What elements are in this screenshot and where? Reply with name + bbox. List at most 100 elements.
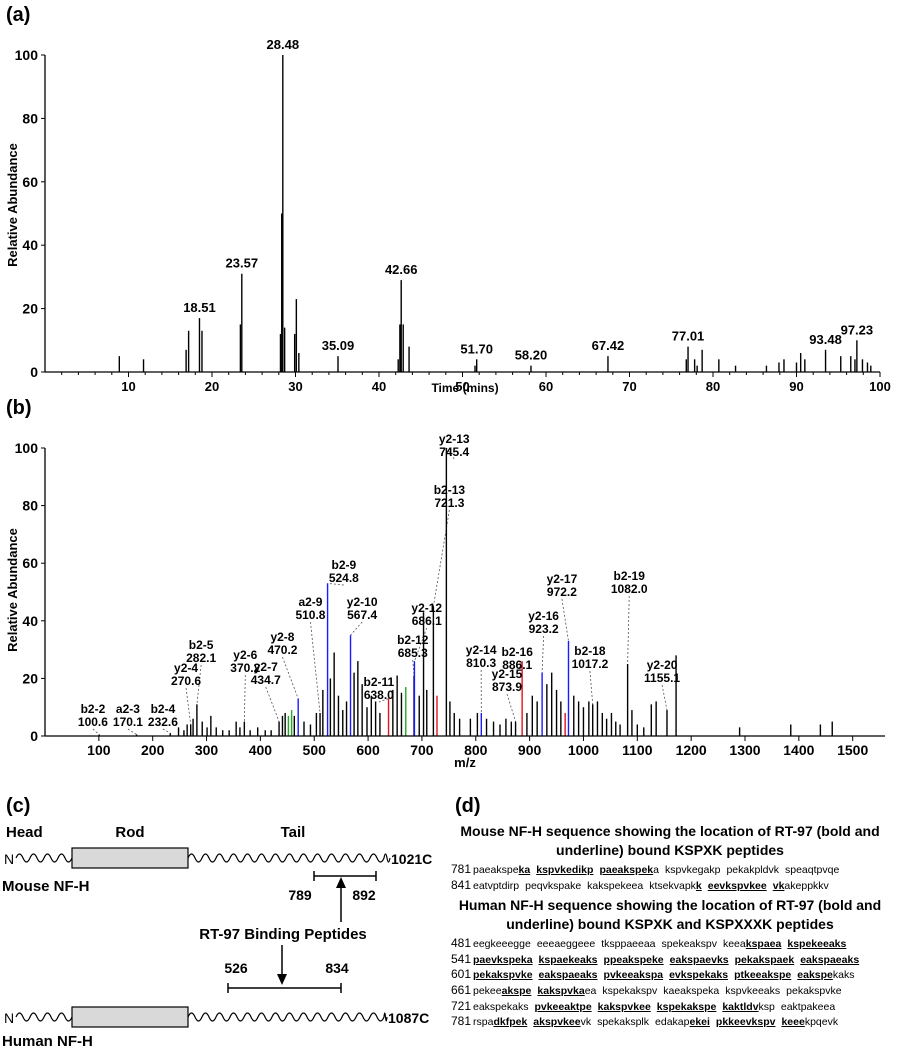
bound-peptide: ka [518, 864, 531, 876]
ion-label: y2-12 [411, 601, 442, 615]
peak-label: 23.57 [226, 256, 259, 271]
ion-label: y2-20 [647, 658, 678, 672]
sequence-chunk: eakspekaks [473, 1001, 528, 1013]
label-leader [516, 660, 523, 673]
mouse-binding-bracket [313, 871, 377, 881]
bound-peptide: vk [772, 879, 785, 892]
bound-peptide: paevkspeka [473, 953, 533, 966]
bound-peptide: eevkspvkee [707, 879, 767, 892]
peak-label: 58.20 [515, 348, 548, 363]
spectrum-peaks [98, 448, 833, 736]
bound-peptide: kspaea [745, 938, 782, 951]
residue-number: 721 [451, 998, 472, 1013]
sequence-row: 601 pekakspvke eakspaeaks pvkeeakspa evkspek… [451, 967, 895, 983]
ion-label: b2-11 [364, 675, 395, 689]
human-name: Human NF-H [2, 1033, 93, 1050]
chromatogram-chart: 18.51 23.57 28.48 35.09 42.66 51.70 58.20 67.42… [5, 37, 891, 395]
up-arrow [336, 877, 346, 922]
peak-label: 93.48 [809, 332, 842, 347]
sequence-chunk: paevkspeka [473, 954, 533, 966]
peak-label: 18.51 [183, 300, 216, 315]
sequence-chunk: kspekakspe [657, 1001, 717, 1013]
mouse-head-coil [15, 853, 73, 863]
sequence-chunk: eakspaeaks [800, 954, 859, 966]
residues: kpqevk [804, 1016, 839, 1029]
mouse-start-residue: 789 [288, 887, 312, 903]
ion-label: b2-19 [614, 569, 646, 583]
sequence-chunk: akspvkeevk [533, 1016, 591, 1028]
sequence-chunk: pkkeevkspv [716, 1016, 776, 1028]
residues: eegkeeegge [473, 938, 531, 951]
human-binding-bracket [227, 983, 342, 993]
label-leader [265, 686, 280, 722]
x-tick-label: 800 [464, 742, 488, 758]
sequence-chunk: pekakpldvk [726, 864, 779, 876]
bound-peptide: akspe [501, 984, 532, 997]
y-axis-label: Relative Abundance [5, 143, 20, 267]
residue-number: 781 [451, 862, 472, 876]
sequence-chunk: spekaksplk [597, 1016, 649, 1028]
ion-label: y2-16 [528, 609, 559, 623]
sequence-chunk: pvkeeaktpe [534, 1001, 591, 1013]
ion-label: y2-10 [347, 595, 378, 609]
panel-label-d: (d) [455, 795, 481, 817]
bound-peptide: kspaekeaks [538, 953, 598, 966]
bound-peptide: pvkeeakspa [603, 969, 664, 982]
y-tick-label: 0 [30, 364, 38, 380]
x-tick-label: 20 [205, 379, 219, 394]
residues: pekakpldvk [726, 864, 779, 876]
residues: akeppkkv [784, 879, 829, 892]
residues: vk [580, 1016, 592, 1029]
residues: kaeakspeka [663, 984, 720, 997]
sequence-chunk: eakspaevks [670, 954, 729, 966]
sequence-chunk: evkspekaks [669, 969, 728, 981]
sequence-row: 541 paevkspeka kspaekeaks ppeakspeke eakspae… [451, 952, 895, 968]
mouse-end-residue: 892 [352, 887, 376, 903]
peak-label: 97.23 [841, 322, 874, 337]
label-leader [162, 728, 171, 734]
x-tick-label: 1400 [783, 742, 814, 758]
ion-label: y2-6 [233, 648, 257, 662]
ion-mz-label: 567.4 [347, 608, 377, 622]
x-tick-label: 100 [869, 379, 891, 394]
label-leader [196, 664, 202, 705]
human-c-terminus: 1087C [388, 1010, 429, 1026]
sequence-row: 721 eakspekaks pvkeeaktpe kakspvkee kspekaks… [451, 999, 895, 1015]
bound-peptide: evkspekaks [669, 969, 729, 982]
ion-label: b2-5 [189, 638, 214, 652]
label-leader [310, 621, 321, 714]
x-tick-label: 70 [622, 379, 636, 394]
sequence-chunk: pvkeeakspa [604, 969, 664, 981]
label-leader [350, 621, 363, 636]
ion-mz-label: 282.1 [186, 651, 216, 665]
label-leader [661, 684, 668, 711]
residues: pekakspvke [786, 984, 842, 997]
sequence-chunk: eatvptdirp [473, 880, 519, 892]
residues: eakspekaks [473, 1000, 529, 1013]
ion-mz-label: 810.3 [466, 656, 496, 670]
ion-mz-label: 1017.2 [572, 657, 609, 671]
bound-peptide: pvkeeaktpe [534, 1000, 592, 1013]
y-tick-label: 60 [22, 174, 38, 190]
x-tick-label: 50 [455, 379, 469, 394]
sequence-chunk: eaktpakeea [781, 1001, 835, 1013]
human-n-terminus: N [4, 1010, 14, 1026]
bound-peptide: pekakspvke [473, 969, 533, 982]
x-tick-label: 400 [249, 742, 273, 758]
ion-label: y2-7 [254, 660, 278, 674]
ion-label: y2-13 [439, 432, 470, 446]
residues: kspvkeeaks [725, 984, 781, 997]
y-tick-label: 0 [30, 728, 38, 744]
x-tick-label: 700 [410, 742, 434, 758]
residues: kakspekeea [587, 879, 644, 892]
label-leader [185, 687, 192, 725]
peak-label: 51.70 [460, 341, 493, 356]
x-tick-label: 600 [356, 742, 380, 758]
x-tick-label: 900 [518, 742, 542, 758]
ion-mz-label: 100.6 [78, 715, 108, 729]
x-tick-label: 1200 [676, 742, 707, 758]
ion-label: b2-13 [434, 483, 466, 497]
y-tick-label: 60 [22, 555, 38, 571]
peak-label: 67.42 [592, 338, 625, 353]
label-leader [414, 627, 428, 662]
